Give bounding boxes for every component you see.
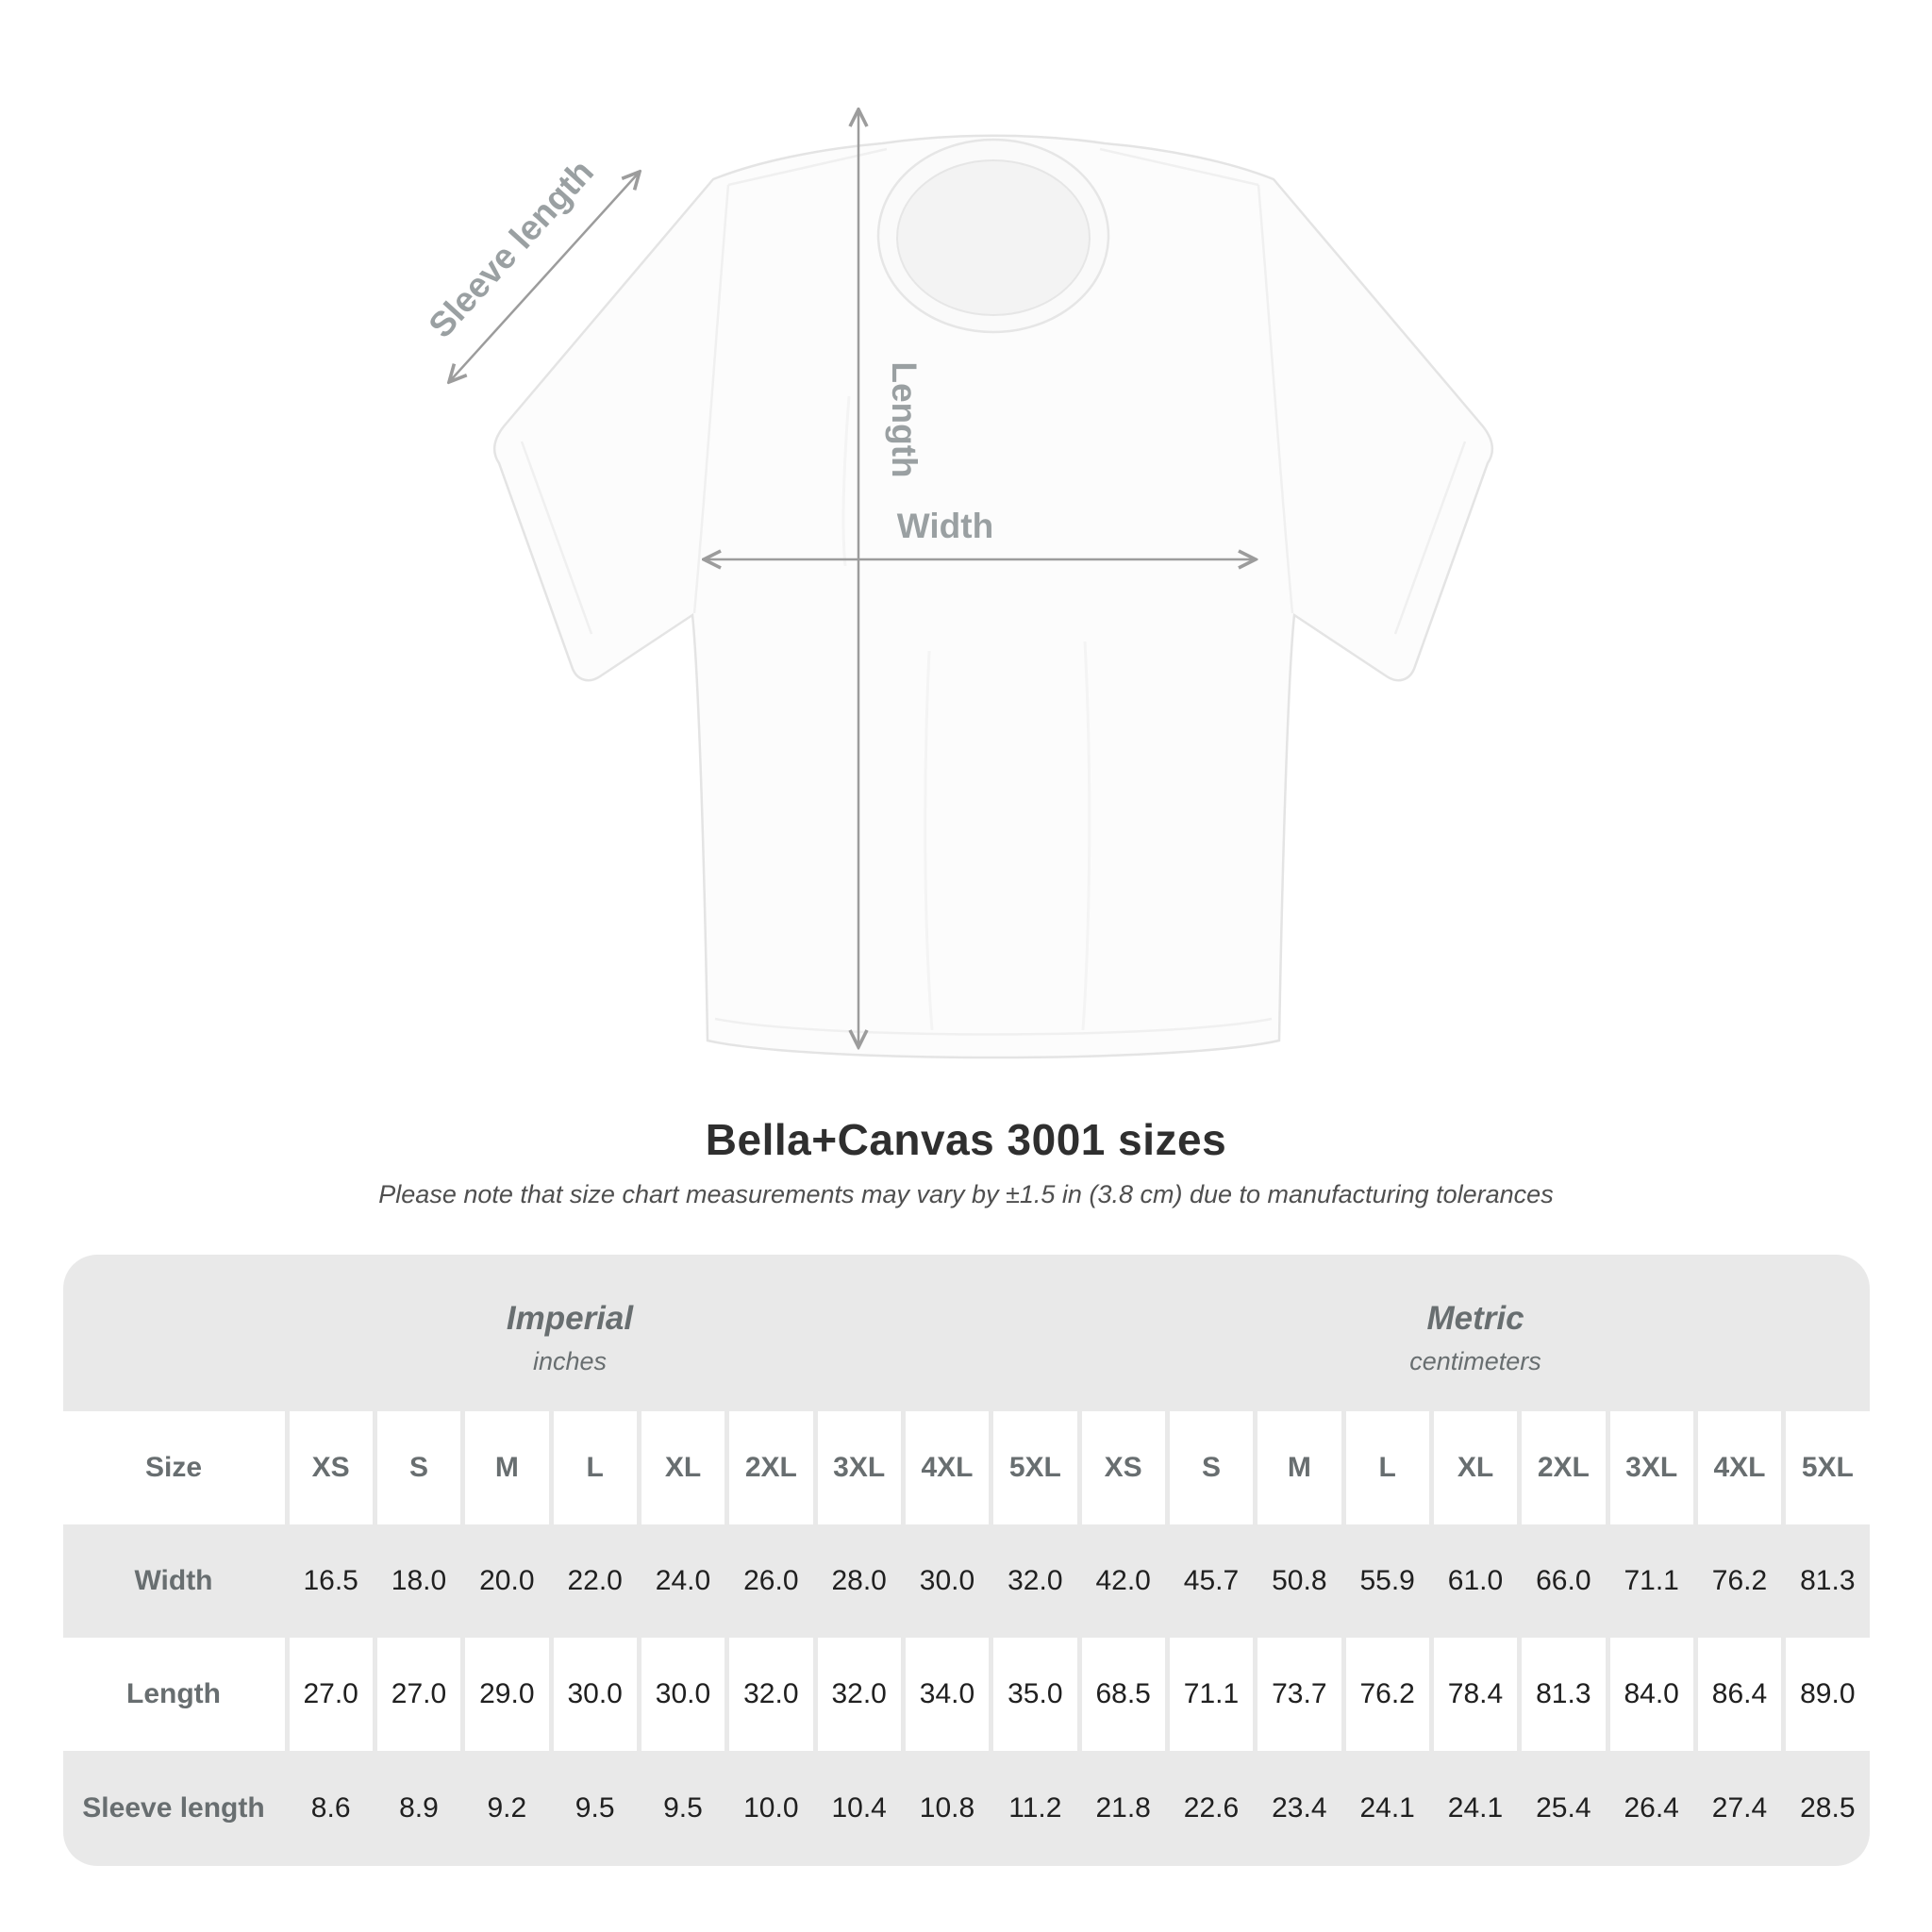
- value-metric: 45.7: [1183, 1565, 1240, 1596]
- size-header-imperial: XL: [641, 1411, 725, 1524]
- size-header-metric: 5XL: [1786, 1411, 1870, 1524]
- value-metric: 24.1: [1447, 1792, 1504, 1824]
- length-label: Length: [885, 361, 924, 477]
- size-header-metric: XL: [1433, 1411, 1518, 1524]
- size-header-imperial: L: [553, 1411, 637, 1524]
- value-metric: 81.3: [1800, 1565, 1856, 1596]
- value-metric: 22.6: [1183, 1792, 1240, 1824]
- value-imperial: 22.0: [567, 1565, 623, 1596]
- value-imperial: 30.0: [553, 1638, 637, 1751]
- size-column-header: Size: [62, 1411, 285, 1524]
- size-header-metric: L: [1345, 1411, 1429, 1524]
- value-metric: 28.5: [1800, 1792, 1856, 1824]
- imperial-subtitle: inches: [532, 1346, 608, 1375]
- value-imperial: 11.2: [1008, 1792, 1062, 1824]
- value-metric: 61.0: [1447, 1565, 1504, 1596]
- value-imperial: 9.5: [663, 1792, 703, 1824]
- value-metric: 76.2: [1711, 1565, 1768, 1596]
- row-label: Length: [62, 1638, 285, 1751]
- metric-title: Metric: [1426, 1299, 1524, 1337]
- value-metric: 81.3: [1522, 1638, 1606, 1751]
- page-subtitle: Please note that size chart measurements…: [378, 1180, 1554, 1208]
- value-imperial: 30.0: [919, 1565, 975, 1596]
- size-header-metric: XS: [1081, 1411, 1165, 1524]
- sleeve-length-arrow: [449, 172, 640, 382]
- value-imperial: 9.2: [487, 1792, 527, 1824]
- value-imperial: 35.0: [993, 1638, 1077, 1751]
- page-title: Bella+Canvas 3001 sizes: [705, 1115, 1227, 1164]
- metric-header: Metric centimeters: [1082, 1255, 1870, 1411]
- size-header-imperial: S: [376, 1411, 461, 1524]
- value-imperial: 24.0: [655, 1565, 711, 1596]
- value-metric: 24.1: [1359, 1792, 1415, 1824]
- value-metric: 71.1: [1169, 1638, 1254, 1751]
- size-header-metric: S: [1169, 1411, 1254, 1524]
- size-header-metric: 4XL: [1697, 1411, 1782, 1524]
- size-header-imperial: 4XL: [905, 1411, 990, 1524]
- value-metric: 86.4: [1697, 1638, 1782, 1751]
- value-metric: 89.0: [1786, 1638, 1870, 1751]
- size-header-metric: M: [1257, 1411, 1341, 1524]
- tshirt-collar-inner: [896, 159, 1091, 316]
- value-metric: 73.7: [1257, 1638, 1341, 1751]
- value-metric: 27.4: [1711, 1792, 1768, 1824]
- tshirt-seams: [520, 147, 1467, 1036]
- size-header-imperial: 5XL: [993, 1411, 1077, 1524]
- value-imperial: 29.0: [465, 1638, 549, 1751]
- imperial-header: Imperial inches: [63, 1255, 1077, 1411]
- value-metric: 68.5: [1081, 1638, 1165, 1751]
- tshirt-illustration: [492, 134, 1494, 1059]
- size-header-imperial: 2XL: [729, 1411, 813, 1524]
- imperial-title: Imperial: [506, 1299, 634, 1337]
- value-imperial: 9.5: [575, 1792, 615, 1824]
- size-header-imperial: XS: [289, 1411, 373, 1524]
- value-imperial: 10.4: [831, 1792, 887, 1824]
- value-imperial: 27.0: [289, 1638, 373, 1751]
- value-imperial: 8.6: [310, 1792, 351, 1824]
- row-label: Width: [134, 1565, 213, 1596]
- value-metric: 55.9: [1359, 1565, 1415, 1596]
- sleeve-length-label: Sleeve length: [421, 152, 601, 344]
- tshirt-measurement-diagram: Length Width Sleeve length: [421, 0, 1494, 1059]
- size-table-card: Imperial inches Metric centimeters Size X…: [62, 1255, 1870, 1866]
- value-imperial: 18.0: [391, 1565, 447, 1596]
- row-label: Sleeve length: [82, 1792, 265, 1824]
- value-metric: 71.1: [1624, 1565, 1679, 1596]
- unit-header-row: Imperial inches Metric centimeters: [63, 1255, 1870, 1411]
- value-imperial: 8.9: [399, 1792, 439, 1824]
- size-header-metric: 2XL: [1522, 1411, 1606, 1524]
- value-metric: 76.2: [1345, 1638, 1429, 1751]
- size-header-imperial: M: [465, 1411, 549, 1524]
- value-imperial: 10.0: [743, 1792, 799, 1824]
- value-imperial: 32.0: [729, 1638, 813, 1751]
- size-header-imperial: 3XL: [817, 1411, 901, 1524]
- value-metric: 26.4: [1624, 1792, 1679, 1824]
- value-metric: 42.0: [1095, 1565, 1151, 1596]
- metric-subtitle: centimeters: [1409, 1346, 1541, 1375]
- value-imperial: 30.0: [641, 1638, 725, 1751]
- value-imperial: 32.0: [1008, 1565, 1063, 1596]
- value-metric: 25.4: [1536, 1792, 1591, 1824]
- value-imperial: 20.0: [479, 1565, 535, 1596]
- value-imperial: 16.5: [303, 1565, 358, 1596]
- value-imperial: 34.0: [905, 1638, 990, 1751]
- value-metric: 84.0: [1609, 1638, 1693, 1751]
- measurement-arrows: [449, 109, 1256, 1047]
- size-header-metric: 3XL: [1609, 1411, 1693, 1524]
- tshirt-body: [492, 134, 1494, 1059]
- value-imperial: 32.0: [817, 1638, 901, 1751]
- size-table-grid: Size XS S M L XL 2XL 3XL 4XL 5XL XS S M L XL 2XL 3XL 4XL 5…: [62, 1411, 1870, 1866]
- value-metric: 21.8: [1095, 1792, 1151, 1824]
- value-imperial: 27.0: [376, 1638, 461, 1751]
- value-metric: 66.0: [1536, 1565, 1591, 1596]
- value-metric: 50.8: [1272, 1565, 1327, 1596]
- value-metric: 78.4: [1433, 1638, 1518, 1751]
- value-imperial: 10.8: [919, 1792, 975, 1824]
- value-metric: 23.4: [1272, 1792, 1327, 1824]
- value-imperial: 28.0: [831, 1565, 887, 1596]
- value-imperial: 26.0: [743, 1565, 799, 1596]
- width-label: Width: [897, 507, 993, 545]
